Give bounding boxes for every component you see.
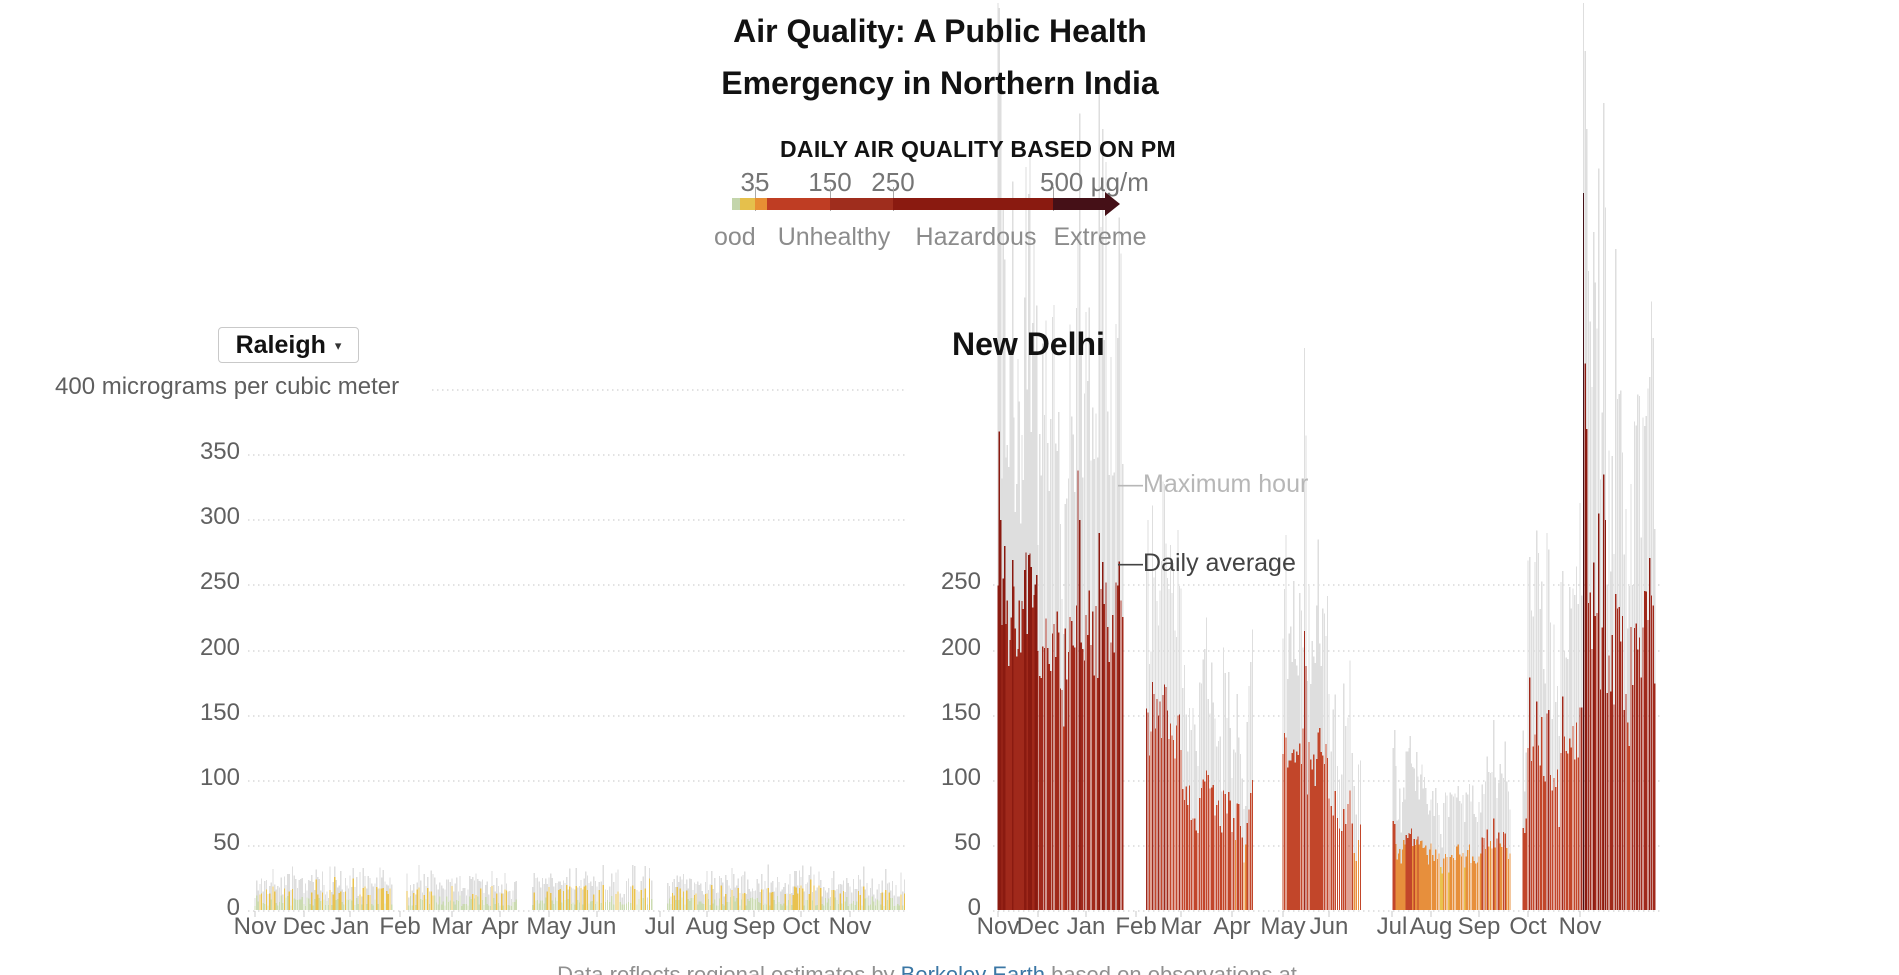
caption-text-2: based on observations at [1044,962,1297,975]
raleigh-y-tick-label: 300 [199,503,240,530]
legend-segment-hazardous [893,198,1053,210]
raleigh-x-month-label: Dec [282,913,326,940]
delhi-chart-title: New Delhi [952,326,1105,362]
delhi-x-month-label: May [1260,913,1306,940]
raleigh-x-month-label: Nov [828,913,872,940]
legend-segment-usg [755,198,767,210]
raleigh-x-month-label: Aug [685,913,729,940]
delhi-x-month-label: Dec [1016,913,1060,940]
legend-segment-good [732,198,740,210]
delhi-x-month-label: Mar [1160,913,1202,940]
raleigh-x-month-label: Mar [431,913,473,940]
legend-category-label: Unhealthy [777,223,891,251]
delhi-x-month-label: Aug [1409,913,1453,940]
raleigh-x-month-label: Apr [481,913,519,940]
legend-category-label: ood [714,223,756,251]
legend-segment-extreme [1053,198,1105,210]
title-line-1: Air Quality: A Public Health [733,13,1147,49]
delhi-x-month-label: Nov [976,913,1020,940]
delhi-x-month-label: Feb [1115,913,1157,940]
legend-tick-label: 500 µg/m [1040,167,1149,197]
caption-text-1: Data reflects regional estimates by [557,962,901,975]
berkeley-earth-link[interactable]: Berkeley Earth [900,962,1045,975]
legend-category-label: Hazardous [915,223,1037,251]
raleigh-y-tick-label: 200 [199,634,240,661]
raleigh-x-month-label: Jul [644,913,676,940]
title-line-2: Emergency in Northern India [721,65,1159,101]
raleigh-unit-axis-label: 400 micrograms per cubic meter [55,373,400,400]
raleigh-y-tick-label: 50 [213,829,240,856]
legend-segment-moderate [740,198,755,210]
raleigh-x-month-label: Jan [330,913,370,940]
raleigh-x-month-label: May [526,913,572,940]
aqi-legend: DAILY AIR QUALITY BASED ON PM 35 150 250 50… [714,136,1176,265]
raleigh-y-tick-label: 350 [199,438,240,465]
delhi-y-tick-label: 50 [954,829,981,856]
legend-segment-unhealthy [767,198,830,210]
raleigh-x-month-label: Jun [577,913,617,940]
legend-heading: DAILY AIR QUALITY BASED ON PM [780,136,1176,162]
annotation-maximum-hour: —Maximum hour [1118,470,1309,498]
delhi-x-month-label: Jan [1066,913,1106,940]
delhi-y-tick-label: 200 [940,634,981,661]
delhi-y-tick-label: 250 [940,568,981,595]
delhi-x-month-label: Apr [1213,913,1251,940]
delhi-y-tick-label: 150 [940,699,981,726]
delhi-x-month-label: Jun [1309,913,1349,940]
raleigh-x-month-label: Nov [233,913,277,940]
raleigh-y-tick-label: 100 [199,764,240,791]
delhi-x-month-label: Nov [1558,913,1602,940]
delhi-x-month-label: Oct [1509,913,1547,940]
raleigh-x-month-label: Feb [379,913,421,940]
chevron-down-icon: ▾ [334,337,342,353]
legend-segment-very-unhealthy [830,198,893,210]
delhi-y-tick-label: 100 [940,764,981,791]
legend-category-label: Extreme [1053,223,1147,251]
legend-arrowhead-icon [1105,192,1120,216]
city-dropdown-label: Raleigh [235,330,326,359]
source-caption: Data reflects regional estimates by Berk… [0,962,1854,975]
page-title: Air Quality: A Public Health Emergency i… [440,5,1440,109]
delhi-x-month-label: Jul [1376,913,1408,940]
legend-color-bar [732,198,1105,210]
annotation-daily-average: —Daily average [1118,549,1296,577]
delhi-x-month-label: Sep [1457,913,1501,940]
city-dropdown[interactable]: Raleigh ▾ [218,327,359,363]
raleigh-y-tick-label: 150 [199,699,240,726]
raleigh-y-tick-label: 250 [199,568,240,595]
raleigh-x-month-label: Sep [732,913,776,940]
delhi-y-tick-label: 0 [967,894,981,921]
raleigh-x-month-label: Oct [782,913,820,940]
raleigh-y-tick-label: 0 [226,894,240,921]
